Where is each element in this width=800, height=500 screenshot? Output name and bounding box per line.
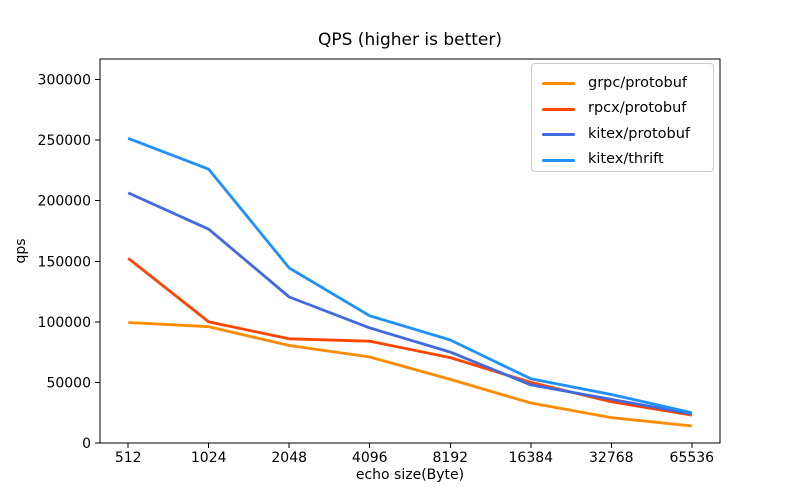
legend-label: kitex/protobuf [588,125,691,142]
y-tick-label: 50000 [46,375,91,391]
y-tick-label: 250000 [38,133,91,149]
y-tick-label: 300000 [38,73,91,89]
legend-swatch-icon [542,82,575,86]
legend-entry-grpc-protobuf: grpc/protobuf [542,71,705,97]
x-tick-label: 8192 [432,450,468,466]
legend-swatch-icon [542,158,575,162]
chart-title: QPS (higher is better) [317,30,503,50]
series-line-kitex-protobuf [127,191,693,416]
x-tick-label: 512 [115,450,142,466]
legend-label: rpcx/protobuf [588,100,687,116]
y-tick-label: 100000 [38,315,91,331]
legend: grpc/protobuf rpcx/protobuf kitex/protobuf… [531,63,714,172]
legend-label: kitex/thrift [588,151,664,167]
legend-entry-kitex-protobuf: kitex/protobuf [542,122,705,148]
legend-entry-kitex-thrift: kitex/thrift [542,148,705,174]
y-tick-label: 0 [82,436,91,452]
y-tick-label: 150000 [38,254,91,270]
x-tick-label: 32768 [589,450,634,466]
series-line-grpc-protobuf [128,321,692,428]
x-tick-label: 16384 [509,450,554,466]
x-tick-label: 2048 [271,450,307,466]
y-tick-label: 200000 [38,194,91,210]
legend-entry-rpcx-protobuf: rpcx/protobuf [542,97,705,123]
series-line-kitex-thrift [127,136,693,415]
legend-swatch-icon [542,107,575,111]
x-tick-label: 1024 [191,450,227,466]
legend-label: grpc/protobuf [588,74,688,91]
x-tick-label: 4096 [352,450,388,466]
series-line-rpcx-protobuf [127,257,693,417]
x-tick-label: 65536 [670,450,715,466]
axes-frame [99,58,721,444]
legend-swatch-icon [542,133,575,137]
x-axis-label: echo size(Byte) [355,467,465,483]
